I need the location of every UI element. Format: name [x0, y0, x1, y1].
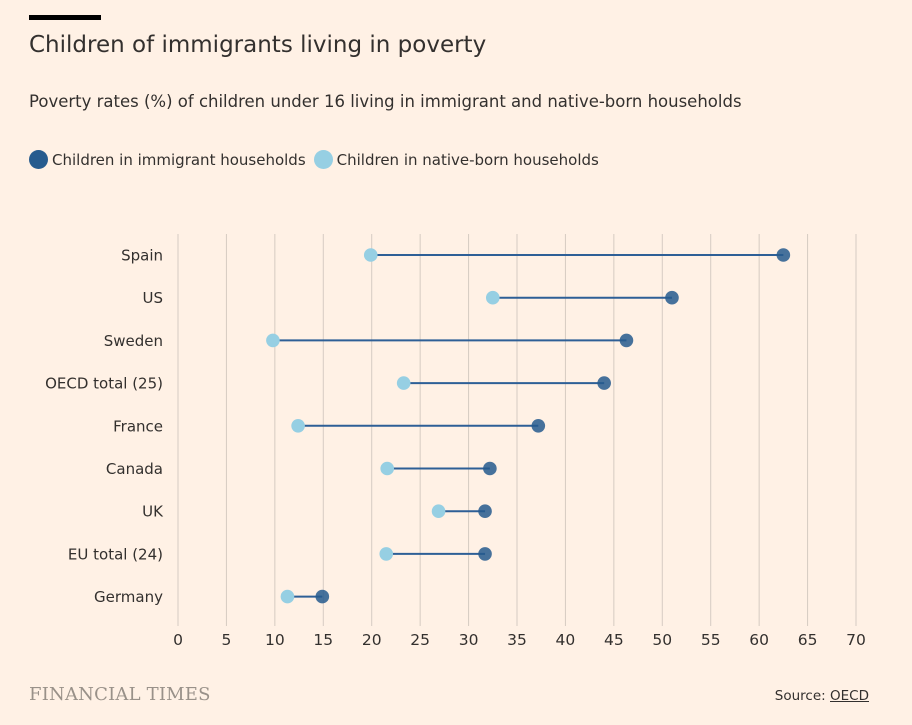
immigrant-point — [619, 333, 634, 348]
legend-item-native: Children in native-born households — [313, 150, 599, 169]
x-tick-label: 0 — [173, 631, 183, 649]
native-born-point — [266, 333, 280, 348]
immigrant-point — [665, 290, 679, 305]
x-tick-label: 5 — [221, 631, 231, 649]
chart-title: Children of immigrants living in poverty — [29, 32, 487, 58]
x-tick-label: 45 — [604, 631, 624, 649]
category-label: EU total (24) — [68, 545, 163, 563]
category-label: Sweden — [104, 332, 163, 350]
legend-swatch-immigrant — [29, 150, 48, 169]
x-tick-label: 50 — [652, 631, 672, 649]
x-tick-label: 25 — [410, 631, 430, 649]
native-born-point — [280, 589, 295, 604]
top-accent-bar — [29, 15, 101, 20]
source-note: Source: OECD — [775, 688, 869, 704]
native-born-point — [291, 419, 305, 433]
source-prefix: Source: — [774, 688, 831, 704]
native-born-point — [431, 504, 446, 518]
category-label: France — [113, 417, 163, 435]
legend-swatch-native — [313, 150, 333, 169]
x-tick-label: 10 — [265, 631, 285, 649]
legend: Children in immigrant households Childre… — [29, 150, 607, 169]
category-label: OECD total (25) — [45, 375, 163, 393]
x-tick-label: 35 — [507, 631, 527, 649]
category-label: Spain — [121, 247, 163, 265]
legend-label-immigrant: Children in immigrant households — [52, 150, 306, 169]
x-tick-label: 20 — [362, 631, 382, 649]
native-born-point — [485, 290, 500, 305]
legend-label-native: Children in native-born households — [336, 150, 599, 169]
immigrant-point — [483, 461, 497, 476]
x-tick-label: 65 — [798, 631, 818, 649]
native-born-point — [379, 547, 394, 561]
category-label: UK — [142, 503, 164, 521]
chart-subtitle: Poverty rates (%) of children under 16 l… — [29, 92, 742, 111]
category-label: Germany — [94, 588, 163, 606]
x-tick-label: 30 — [459, 631, 479, 649]
native-born-point — [380, 461, 395, 476]
immigrant-point — [597, 376, 611, 390]
source-link[interactable]: OECD — [830, 688, 869, 704]
x-tick-label: 55 — [701, 631, 721, 649]
x-tick-label: 15 — [313, 631, 333, 649]
x-tick-label: 40 — [556, 631, 576, 649]
immigrant-point — [478, 504, 492, 518]
immigrant-point — [478, 547, 492, 561]
x-tick-label: 70 — [846, 631, 866, 649]
native-born-point — [396, 376, 411, 390]
category-label: US — [142, 289, 163, 307]
immigrant-point — [531, 419, 546, 433]
x-tick-label: 60 — [749, 631, 769, 649]
immigrant-point — [776, 248, 791, 262]
financial-times-logo: FINANCIAL TIMES — [29, 684, 211, 705]
native-born-point — [363, 248, 378, 262]
legend-item-immigrant: Children in immigrant households — [29, 150, 306, 169]
immigrant-point — [315, 589, 330, 604]
category-label: Canada — [106, 460, 163, 478]
